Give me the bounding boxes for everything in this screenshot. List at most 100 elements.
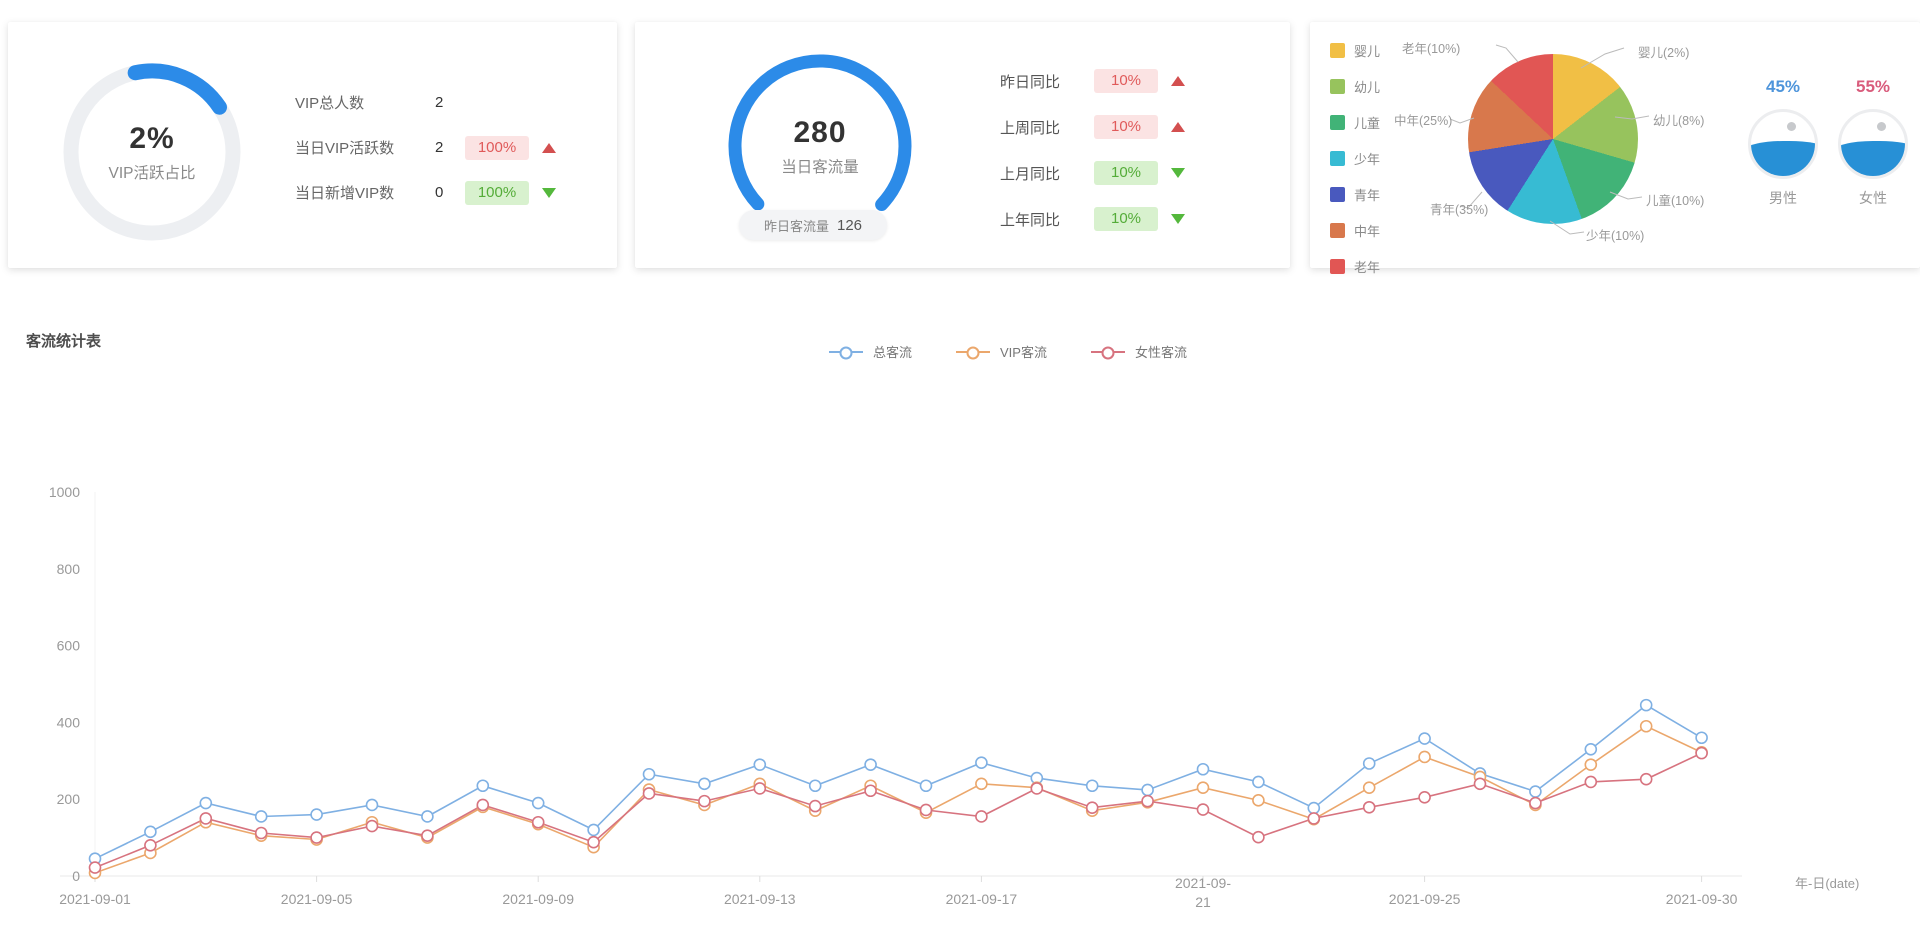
pie-legend: 婴儿 幼儿 儿童 少年青年中年老年 <box>1330 32 1380 284</box>
data-point <box>531 796 545 810</box>
legend-label: 总客流 <box>873 345 913 360</box>
stat-label: 昨日同比 <box>1000 73 1061 91</box>
gauge-ring <box>728 54 912 238</box>
age-pie-chart[interactable] <box>1468 54 1638 224</box>
data-point <box>365 798 379 812</box>
data-point <box>1252 794 1265 807</box>
data-point <box>642 787 656 800</box>
bubble-dot <box>1786 121 1796 131</box>
data-point <box>144 825 157 839</box>
yesterday-label: 昨日客流量 <box>763 218 829 234</box>
legend-label: 女性客流 <box>1134 345 1187 360</box>
legend-item-female[interactable]: 女性客流 <box>1090 342 1187 361</box>
bubble-dot <box>1876 121 1886 131</box>
data-point <box>1584 742 1598 756</box>
data-point <box>1584 758 1598 771</box>
data-point <box>1639 772 1653 786</box>
data-point <box>587 823 600 837</box>
legend-item-vip[interactable]: VIP客流 <box>956 342 1047 361</box>
pie-legend-item[interactable]: 婴儿 <box>1330 32 1380 68</box>
data-point <box>1307 801 1321 815</box>
female-label: 女性 <box>1859 190 1887 206</box>
data-point <box>144 838 157 852</box>
pie-legend-item[interactable]: 老年 <box>1330 248 1380 284</box>
stat-value: 2 <box>435 94 444 111</box>
legend-item-total[interactable]: 总客流 <box>829 342 912 361</box>
percent-badge: 100% <box>465 180 529 205</box>
percent-badge: 10% <box>1094 69 1158 93</box>
pie-legend-item[interactable]: 中年 <box>1330 212 1380 248</box>
x-tick-label: 21 <box>1195 894 1211 910</box>
data-point <box>476 779 490 793</box>
demographics-card: 婴儿 幼儿 儿童 少年 青年 中年 老年 婴儿(2%) 幼儿(8%) 儿童(10%) 少年(10%… <box>1310 22 1920 275</box>
up-arrow-icon <box>1171 76 1185 86</box>
yesterday-traffic-pill: 昨日客流量 126 <box>739 210 887 240</box>
data-point <box>642 767 656 781</box>
x-tick-label: 2021-09-05 <box>281 891 353 907</box>
traffic-gauge-chart: 280 当日客流量 <box>725 51 915 241</box>
pie-legend-item[interactable]: 少年 <box>1330 140 1380 176</box>
percent-badge: 10% <box>1094 115 1158 139</box>
legend-swatch-icon <box>1330 150 1345 166</box>
data-point <box>919 779 933 793</box>
pie-legend-item[interactable]: 儿童 <box>1330 104 1380 140</box>
traffic-compare-stats: 昨日同比 10% 上周同比 10% 上月同比 10% 上年同比 10% <box>1000 58 1185 242</box>
data-point <box>1362 757 1376 770</box>
data-point <box>975 777 988 791</box>
line-marker-icon <box>1090 350 1125 353</box>
female-ratio-block: 55% 女性 <box>1833 77 1913 208</box>
stat-row: 上年同比 10% <box>1000 196 1185 242</box>
y-tick-label: 600 <box>57 638 81 654</box>
series-line-VIP客流 <box>94 725 1702 874</box>
traffic-label: 当日客流量 <box>781 158 859 176</box>
pie-legend-item[interactable]: 幼儿 <box>1330 68 1380 104</box>
data-point <box>1085 801 1099 814</box>
traffic-line-chart: 0 200 400 600 800 1000 2021-09-01 2021-09-05 202… <box>49 484 1859 910</box>
data-point <box>421 810 434 823</box>
male-label: 男性 <box>1769 190 1797 206</box>
data-point <box>1141 794 1154 808</box>
data-point <box>199 796 213 810</box>
data-point <box>808 779 822 793</box>
data-point <box>1252 775 1265 789</box>
male-liquid-gauge[interactable] <box>1748 109 1818 179</box>
data-point <box>975 756 988 770</box>
data-point <box>1252 830 1265 844</box>
stat-label: 当日新增VIP数 <box>295 185 395 202</box>
female-liquid-gauge[interactable] <box>1838 109 1908 179</box>
female-percent: 55% <box>1855 77 1891 96</box>
data-point <box>421 829 434 842</box>
down-arrow-icon <box>1171 168 1185 178</box>
down-arrow-icon <box>542 187 556 198</box>
x-tick-label: 2021-09-13 <box>724 891 796 907</box>
stat-row: 昨日同比 10% <box>1000 58 1185 104</box>
x-axis-name: 年-日(date) <box>1795 876 1859 891</box>
series-line-总客流 <box>94 704 1703 860</box>
x-tick-label: 2021-09-09 <box>502 891 574 907</box>
data-point <box>88 861 102 874</box>
y-tick-label: 1000 <box>49 484 80 500</box>
data-point <box>864 784 877 798</box>
data-point <box>254 826 268 840</box>
data-point <box>1639 698 1653 712</box>
legend-label: 中年 <box>1354 223 1381 239</box>
percent-badge: 100% <box>465 135 529 160</box>
y-tick-label: 0 <box>72 868 80 884</box>
data-point <box>1418 790 1431 804</box>
donut-center: 2% VIP活跃占比 <box>57 57 247 247</box>
legend-label: 青年 <box>1354 187 1381 203</box>
data-point <box>1030 782 1044 795</box>
data-point <box>1584 775 1598 789</box>
x-tick-label: 2021-09-17 <box>946 891 1018 907</box>
data-point <box>753 782 767 795</box>
legend-swatch-icon <box>1330 78 1345 94</box>
stat-value: 2 <box>435 139 444 156</box>
legend-swatch-icon <box>1330 222 1345 238</box>
line-marker-icon <box>829 350 863 353</box>
vip-card: 2% VIP活跃占比 VIP总人数 2 当日VIP活跃数 2 100% 当日新增… <box>8 22 617 268</box>
pie-legend-item[interactable]: 青年 <box>1330 176 1380 212</box>
vip-stat-rows: VIP总人数 2 当日VIP活跃数 2 100% 当日新增VIP数 0 100% <box>295 80 556 215</box>
data-point <box>476 798 490 812</box>
data-point <box>1362 781 1376 794</box>
